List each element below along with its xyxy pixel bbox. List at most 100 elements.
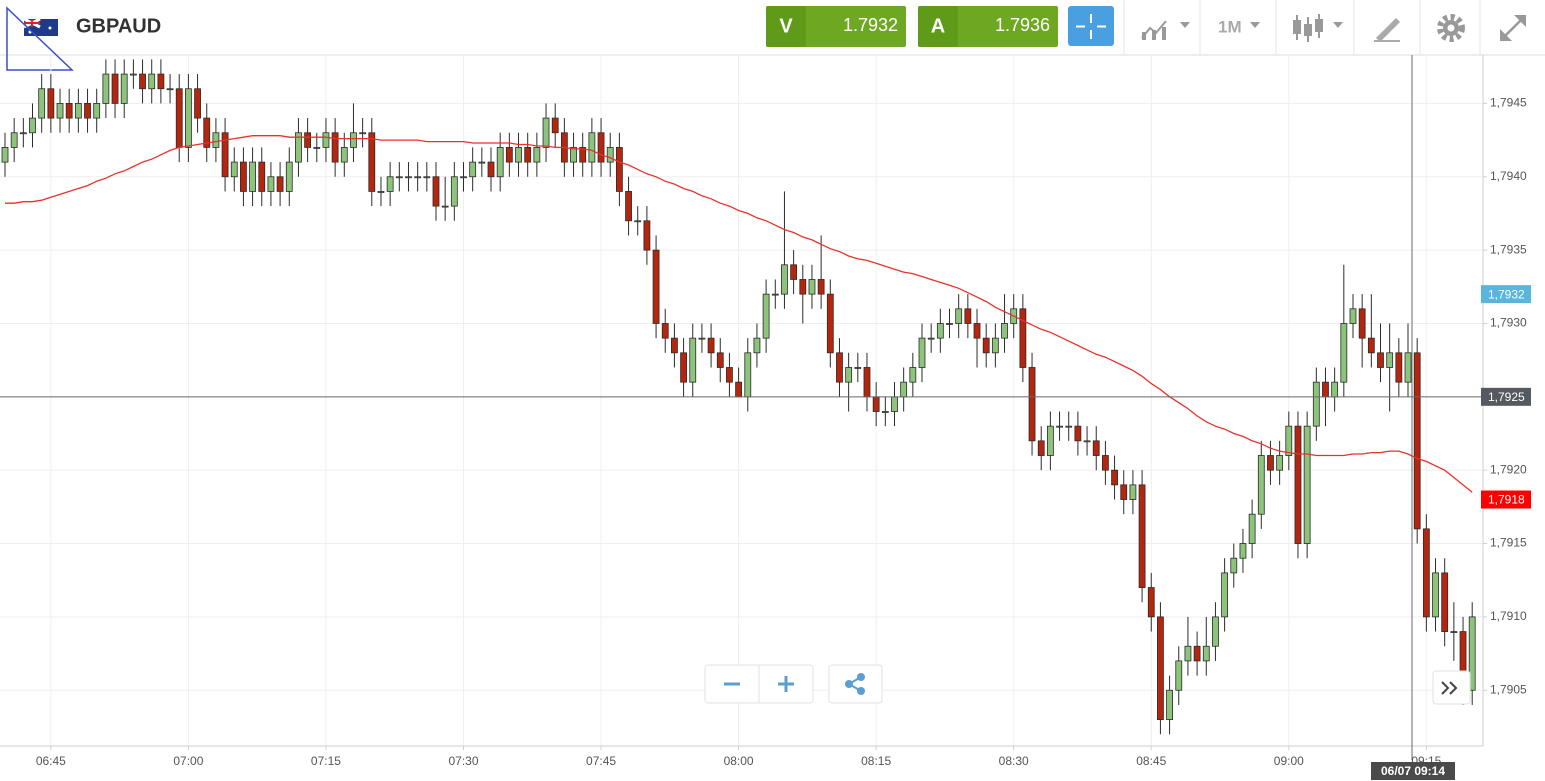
share-button[interactable] — [828, 664, 883, 704]
candle-body — [19, 132, 27, 135]
timeframe-button[interactable]: 1M — [1218, 17, 1260, 36]
labels: 1,7905 1,7910 1,7915 1,7920 1,7925 1,7930 1,79… — [36, 96, 1531, 780]
candle-body — [1111, 469, 1118, 486]
candle-body — [863, 367, 871, 398]
zoom-in-button[interactable] — [760, 666, 812, 702]
candle-body — [432, 176, 440, 207]
x-tick-label: 08:15 — [861, 754, 891, 768]
candle-body — [1257, 455, 1265, 515]
candle-body — [524, 147, 532, 163]
price-tag: 1,7918 — [1488, 493, 1525, 507]
x-tick-label: 08:00 — [724, 754, 754, 768]
symbol: GBPAUD — [76, 15, 161, 37]
candle-body — [680, 352, 687, 383]
y-tick-label: 1,7905 — [1490, 682, 1527, 696]
candle-style-button[interactable] — [1293, 14, 1343, 42]
candle-body — [762, 293, 770, 339]
y-tick-label: 1,7910 — [1490, 609, 1527, 623]
price-tag-box — [1481, 490, 1531, 509]
chart-type-button[interactable] — [1141, 20, 1190, 40]
candle-body — [652, 249, 660, 324]
candle-body — [1294, 425, 1302, 544]
candle-body — [1367, 337, 1375, 354]
candle-body — [533, 147, 541, 163]
candle-body — [56, 103, 64, 119]
candle-body — [120, 73, 128, 104]
candle-body — [689, 337, 697, 383]
expand-button[interactable] — [1500, 15, 1526, 41]
candle-body — [1147, 587, 1155, 618]
scroll-end-button[interactable] — [1432, 670, 1471, 705]
draw-button[interactable] — [1374, 18, 1400, 42]
candle-body — [1340, 323, 1348, 383]
candle-body — [359, 132, 367, 135]
y-tick-label: 1,7915 — [1490, 536, 1527, 550]
candle-body — [808, 279, 816, 295]
price-tag: 1,7932 — [1488, 287, 1525, 301]
candle-body — [1267, 455, 1274, 471]
candle-body — [1349, 308, 1357, 324]
candle-body — [1175, 660, 1183, 691]
candle-body — [1276, 455, 1284, 471]
ask-button[interactable]: A 1.7936 — [918, 6, 1058, 47]
candle-body — [1422, 528, 1430, 618]
candle-body — [1056, 425, 1063, 428]
candle-body — [47, 88, 55, 119]
crosshair-time: 06/07 09:14 — [1381, 764, 1445, 778]
candle-body — [10, 132, 18, 148]
candle-body — [515, 147, 522, 163]
candle-body — [84, 103, 91, 119]
candle-body — [643, 220, 651, 251]
candle-body — [955, 308, 963, 324]
candle-body — [1441, 572, 1449, 632]
candle-body — [1221, 572, 1229, 618]
zoom-out-button[interactable] — [706, 666, 758, 702]
candle-body — [1019, 308, 1027, 368]
candle-body — [918, 337, 926, 368]
candle-body — [1230, 557, 1238, 574]
candle-body — [340, 147, 348, 163]
candle-body — [881, 411, 889, 413]
candles — [1, 59, 1476, 735]
candle-body — [1157, 616, 1164, 720]
candle-body — [423, 176, 431, 179]
candle-body — [964, 308, 972, 324]
candle-body — [872, 396, 880, 412]
zoom-controls — [704, 664, 814, 704]
candle-body — [203, 117, 211, 148]
candle-body — [267, 176, 275, 192]
candle-body — [240, 161, 247, 192]
candle-body — [1028, 367, 1036, 442]
crosshair-button[interactable] — [1068, 6, 1114, 46]
candle-body — [726, 367, 733, 383]
candle-body — [1395, 352, 1403, 383]
candle-body — [707, 337, 715, 354]
bid-button[interactable]: V 1.7932 — [766, 6, 906, 47]
settings-button[interactable] — [1437, 14, 1465, 42]
candle-body — [551, 117, 559, 134]
candle-body — [331, 132, 339, 163]
candle-body — [891, 396, 898, 412]
candle-body — [230, 161, 238, 178]
candle-body — [973, 323, 981, 339]
candle-body — [414, 176, 422, 179]
y-tick-label: 1,7930 — [1490, 316, 1527, 330]
x-tick-label: 07:00 — [173, 754, 203, 768]
candle-body — [1331, 381, 1339, 398]
candle-body — [1184, 645, 1192, 662]
timeframe: 1M — [1218, 17, 1242, 36]
candle-body — [909, 367, 917, 383]
candle-body — [93, 103, 101, 119]
y-tick-label: 1,7940 — [1490, 169, 1527, 183]
price-tag-box — [1481, 285, 1531, 304]
candle-body — [350, 132, 357, 148]
candle-body — [111, 73, 119, 104]
y-tick-label: 1,7945 — [1490, 96, 1527, 110]
candle-body — [597, 132, 605, 163]
candle-body — [1303, 425, 1311, 544]
candle-body — [845, 367, 853, 383]
candle-body — [212, 132, 220, 148]
candle-body — [74, 103, 82, 119]
candle-body — [221, 132, 229, 178]
candle-body — [836, 352, 843, 383]
